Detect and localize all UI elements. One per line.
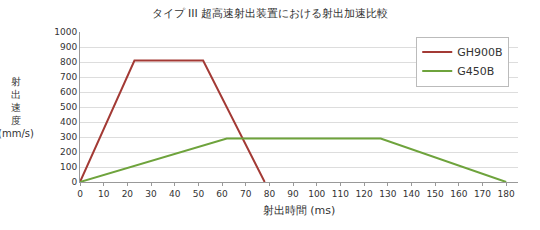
- svg-text:射出速度(mm/s): 射出速度(mm/s): [0, 76, 34, 139]
- svg-text:140: 140: [403, 189, 420, 199]
- svg-text:タイプ III 超高速射出装置における射出加速比較: タイプ III 超高速射出装置における射出加速比較: [152, 7, 389, 20]
- svg-text:射出時間 (ms): 射出時間 (ms): [263, 204, 336, 217]
- svg-text:170: 170: [474, 189, 491, 199]
- svg-text:160: 160: [450, 189, 467, 199]
- svg-text:800: 800: [60, 57, 77, 67]
- svg-text:G450B: G450B: [457, 65, 494, 78]
- svg-text:70: 70: [240, 189, 252, 199]
- svg-text:30: 30: [145, 189, 157, 199]
- svg-text:150: 150: [427, 189, 444, 199]
- svg-text:40: 40: [169, 189, 181, 199]
- svg-text:80: 80: [264, 189, 276, 199]
- svg-text:90: 90: [287, 189, 299, 199]
- svg-text:0: 0: [71, 177, 77, 187]
- svg-text:50: 50: [193, 189, 205, 199]
- svg-text:20: 20: [122, 189, 134, 199]
- svg-text:GH900B: GH900B: [457, 46, 502, 59]
- svg-text:600: 600: [60, 87, 77, 97]
- svg-text:130: 130: [379, 189, 396, 199]
- svg-text:100: 100: [308, 189, 325, 199]
- svg-text:100: 100: [60, 162, 77, 172]
- svg-text:1000: 1000: [54, 27, 77, 37]
- svg-text:180: 180: [498, 189, 515, 199]
- svg-text:400: 400: [60, 117, 77, 127]
- svg-text:500: 500: [60, 102, 77, 112]
- svg-text:10: 10: [98, 189, 110, 199]
- svg-text:200: 200: [60, 147, 77, 157]
- svg-text:120: 120: [356, 189, 373, 199]
- svg-text:0: 0: [77, 189, 83, 199]
- svg-text:900: 900: [60, 42, 77, 52]
- svg-text:300: 300: [60, 132, 77, 142]
- svg-text:110: 110: [332, 189, 349, 199]
- svg-text:60: 60: [216, 189, 228, 199]
- svg-text:700: 700: [60, 72, 77, 82]
